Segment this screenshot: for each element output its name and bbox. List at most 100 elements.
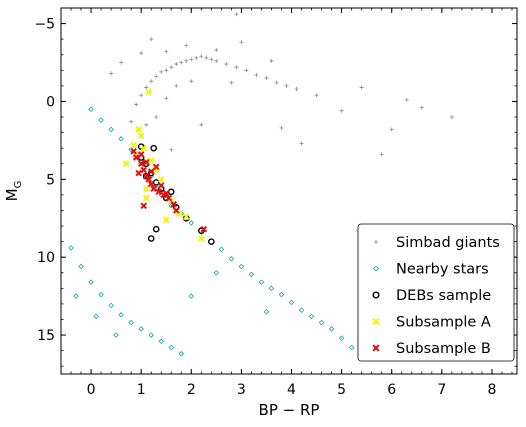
- data-point: [182, 213, 190, 221]
- y-tick-label: 5: [46, 172, 55, 188]
- data-point: [130, 141, 137, 149]
- x-tick-label: 3: [237, 382, 246, 398]
- data-point: [152, 163, 160, 171]
- data-point: [274, 80, 279, 85]
- data-point: [288, 299, 295, 306]
- data-point: [128, 319, 134, 326]
- data-point: [248, 271, 255, 278]
- data-point: [159, 69, 164, 74]
- data-point: [404, 97, 409, 102]
- data-point: [144, 85, 149, 90]
- data-point: [162, 190, 170, 197]
- data-point: [144, 122, 149, 127]
- data-point: [348, 344, 355, 351]
- data-point: [294, 86, 299, 91]
- data-point: [299, 141, 304, 146]
- data-point: [449, 115, 454, 120]
- data-point: [239, 40, 244, 45]
- data-point: [258, 279, 265, 285]
- x-tick-label: 1: [137, 382, 146, 398]
- data-point: [164, 96, 169, 101]
- data-point: [142, 158, 150, 166]
- x-tick-label: 6: [387, 382, 396, 398]
- legend-box: [357, 223, 515, 362]
- data-point: [150, 185, 158, 192]
- data-point: [189, 57, 194, 62]
- data-point: [172, 207, 180, 214]
- legend-marker: [373, 265, 379, 272]
- data-point: [184, 43, 189, 48]
- data-point: [168, 344, 175, 351]
- data-point: [238, 263, 245, 270]
- data-point: [109, 71, 114, 76]
- data-point: [338, 335, 345, 341]
- data-point: [135, 126, 142, 133]
- data-point: [228, 255, 235, 262]
- data-point: [154, 115, 159, 120]
- legend-marker: [372, 317, 380, 326]
- data-point: [158, 338, 164, 345]
- data-point: [178, 350, 185, 357]
- data-point: [234, 12, 239, 17]
- data-point: [157, 182, 165, 189]
- y-tick-label: 15: [37, 328, 55, 344]
- data-point: [199, 54, 204, 59]
- data-point: [140, 144, 147, 152]
- data-point: [268, 285, 275, 292]
- data-point: [129, 119, 134, 124]
- data-point: [137, 151, 145, 158]
- data-point: [140, 202, 147, 210]
- x-tick-label: 8: [487, 382, 496, 398]
- axis-ticks: 0 1 2 3 4 5 6 7 8 −5 0 5 10 15: [34, 8, 517, 398]
- data-point: [118, 312, 124, 318]
- data-point: [188, 293, 195, 299]
- data-point: [165, 194, 173, 202]
- data-point: [142, 185, 150, 192]
- legend-label: DEBs sample: [396, 288, 491, 304]
- data-point: [164, 49, 169, 54]
- legend-marker: [373, 239, 379, 245]
- series-4: [130, 147, 208, 233]
- data-point: [379, 152, 384, 157]
- data-point: [244, 68, 249, 73]
- data-point: [135, 169, 142, 177]
- data-point: [140, 166, 147, 174]
- data-point: [98, 117, 104, 123]
- y-tick-label: 10: [37, 250, 55, 266]
- y-axis-label-sub: G: [13, 181, 24, 189]
- data-point: [264, 76, 269, 81]
- series-1: [68, 106, 365, 357]
- data-point: [174, 83, 179, 88]
- data-point: [189, 79, 194, 84]
- y-axis-label: MG: [3, 181, 24, 202]
- data-point: [308, 313, 315, 320]
- data-point: [130, 147, 137, 155]
- data-point: [154, 74, 159, 79]
- data-point: [199, 122, 204, 127]
- data-point: [142, 194, 150, 202]
- data-point: [119, 60, 124, 65]
- data-point: [214, 48, 219, 53]
- data-point: [359, 85, 364, 90]
- data-point: [152, 225, 160, 233]
- data-point: [132, 154, 140, 161]
- legend: Simbad giants Nearby stars DEBs sample Subs…: [357, 223, 515, 362]
- data-point: [169, 65, 174, 70]
- data-point: [209, 57, 214, 62]
- svg-text:MG: MG: [3, 181, 24, 202]
- data-point: [318, 319, 325, 326]
- data-point: [164, 68, 169, 73]
- data-point: [234, 65, 239, 70]
- data-point: [147, 157, 155, 164]
- data-point: [145, 176, 152, 183]
- data-point: [88, 279, 94, 285]
- data-point: [145, 88, 152, 96]
- data-point: [229, 80, 234, 85]
- plot-frame: [60, 7, 518, 375]
- data-point: [78, 263, 84, 270]
- data-point: [73, 293, 79, 299]
- data-point: [208, 238, 215, 245]
- data-point: [169, 147, 174, 152]
- legend-marker: [372, 344, 380, 352]
